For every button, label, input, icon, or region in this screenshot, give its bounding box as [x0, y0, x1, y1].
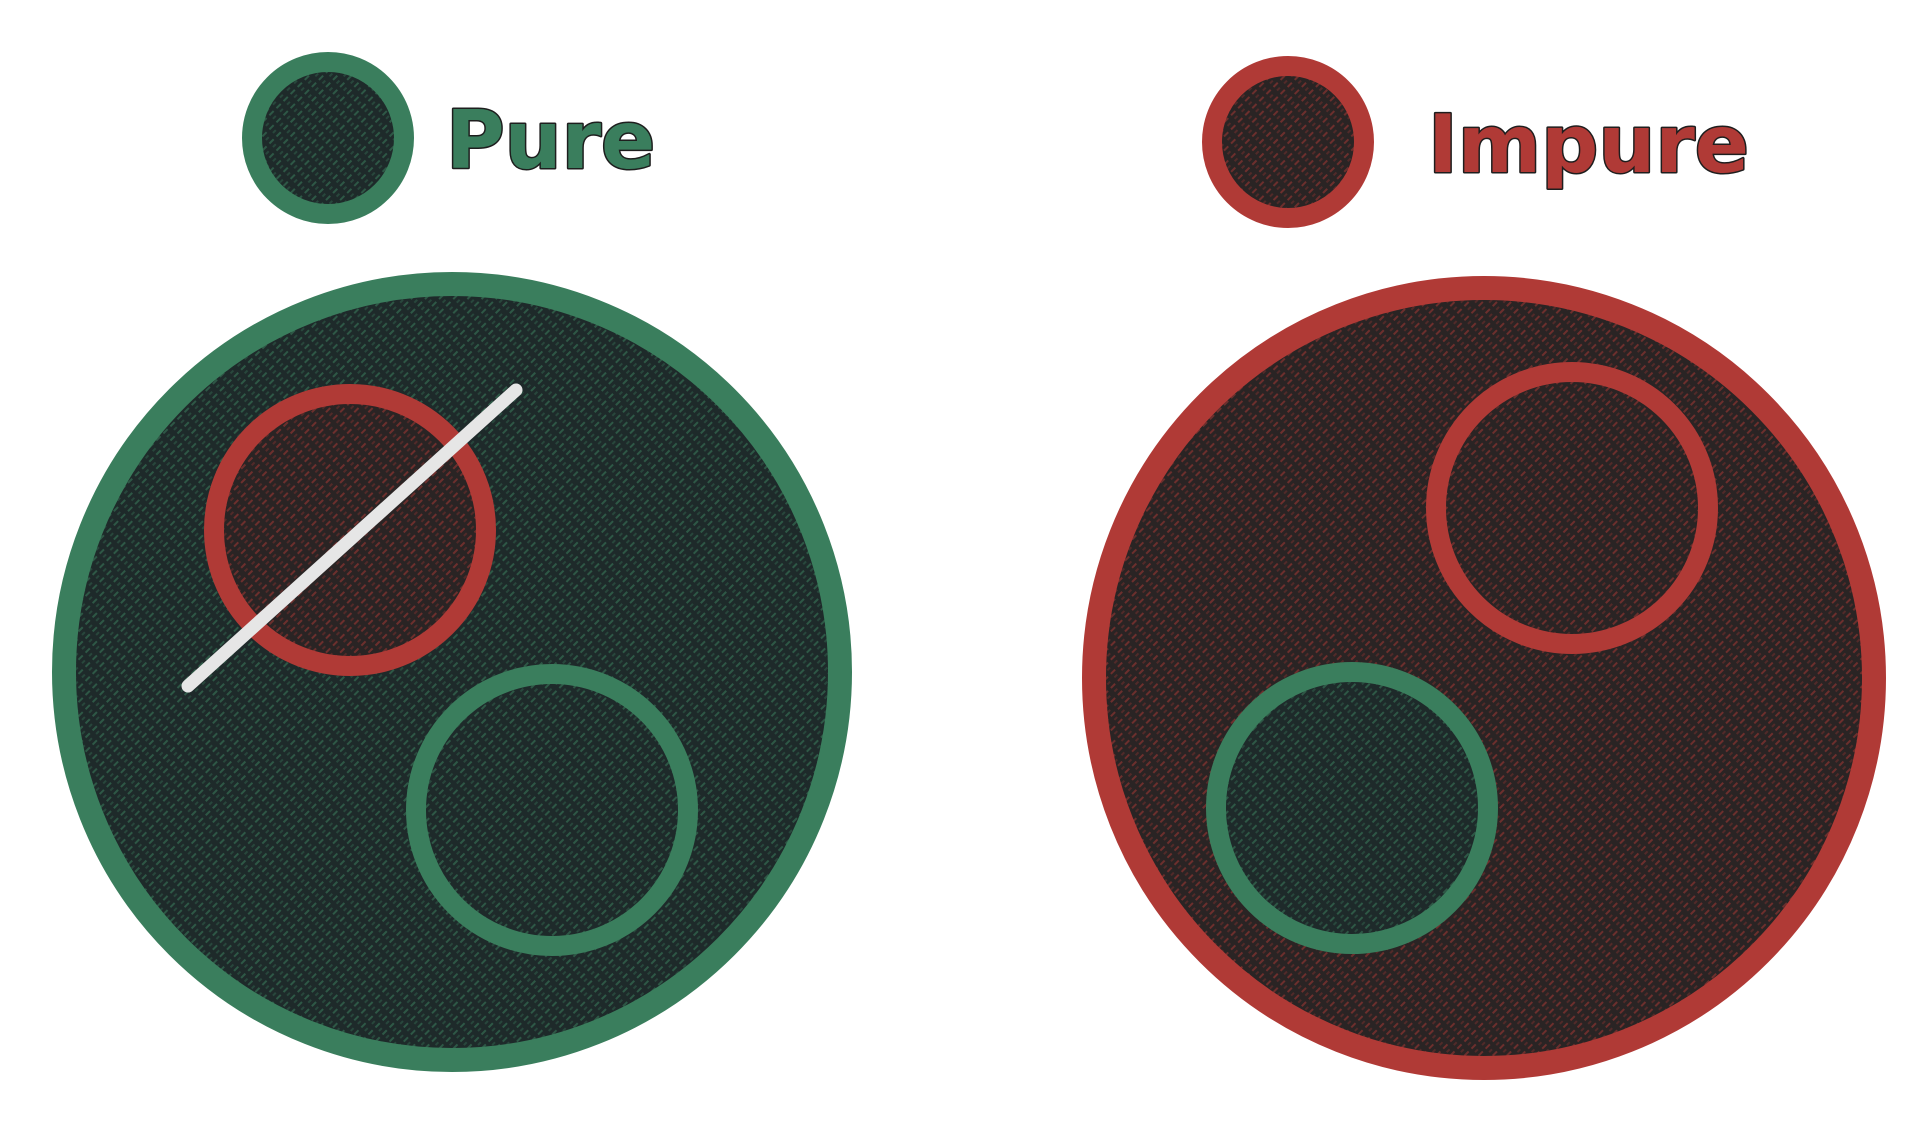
impure-label: Impure	[1428, 98, 1749, 191]
pure-function-group	[52, 272, 852, 1072]
strike-through-line	[181, 383, 523, 693]
pure-label: Pure	[446, 94, 655, 187]
pure-inner-circle	[1206, 662, 1498, 954]
impure-swatch-icon	[1202, 56, 1374, 228]
impure-inner-circle	[1426, 362, 1718, 654]
legend-impure: Impure	[1202, 56, 1751, 228]
pure-inner-circle	[406, 664, 698, 956]
pure-outer-circle	[52, 272, 852, 1072]
impure-function-group	[1082, 276, 1886, 1080]
pure-swatch-icon	[242, 52, 414, 224]
legend-pure: Pure	[242, 52, 657, 224]
